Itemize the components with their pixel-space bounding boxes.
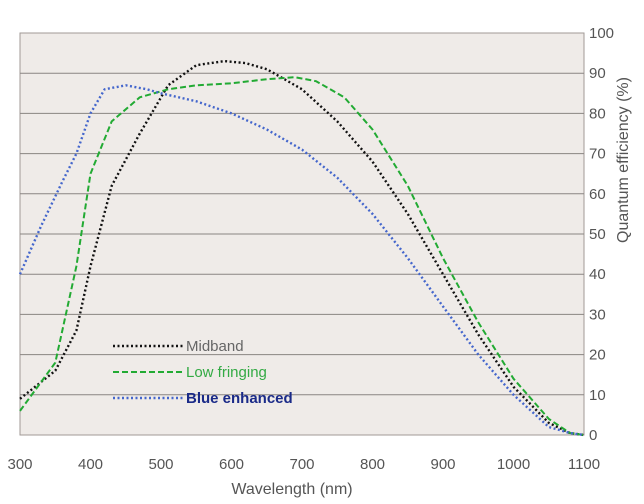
x-tick-label: 1100 <box>568 456 600 473</box>
y-axis-ticks: 0 10 20 30 40 50 60 70 80 90 100 <box>589 25 614 444</box>
x-tick-label: 1000 <box>497 456 530 473</box>
y-axis-label: Quantum efficiency (%) <box>615 77 632 243</box>
y-tick-label: 60 <box>589 186 606 203</box>
y-tick-label: 20 <box>589 347 606 364</box>
y-tick-label: 100 <box>589 25 614 42</box>
x-tick-label: 900 <box>430 456 455 473</box>
y-tick-label: 40 <box>589 266 606 283</box>
x-tick-label: 600 <box>219 456 244 473</box>
x-tick-label: 700 <box>289 456 314 473</box>
y-tick-label: 10 <box>589 387 606 404</box>
series-line-low-fringing <box>19 76 585 436</box>
y-tick-label: 90 <box>589 65 606 82</box>
x-tick-label: 400 <box>78 456 103 473</box>
x-tick-label: 800 <box>360 456 385 473</box>
series-line-blue-enhanced <box>18 84 585 437</box>
y-tick-label: 50 <box>589 226 606 243</box>
y-tick-label: 30 <box>589 306 606 323</box>
gridlines <box>20 72 584 396</box>
legend-label: Blue enhanced <box>186 390 293 407</box>
y-tick-label: 80 <box>589 105 606 122</box>
x-tick-label: 300 <box>7 456 32 473</box>
legend: Midband Low fringing Blue enhanced <box>113 338 293 407</box>
series-lines <box>18 59 585 437</box>
x-axis-label: Wavelength (nm) <box>231 481 352 498</box>
x-axis-ticks: 300 400 500 600 700 800 900 1000 1100 <box>7 456 600 473</box>
legend-label: Low fringing <box>186 364 267 381</box>
y-tick-label: 70 <box>589 146 606 163</box>
legend-label: Midband <box>186 338 244 355</box>
x-tick-label: 500 <box>148 456 173 473</box>
y-tick-label: 0 <box>589 427 597 444</box>
series-line-midband <box>19 59 585 437</box>
